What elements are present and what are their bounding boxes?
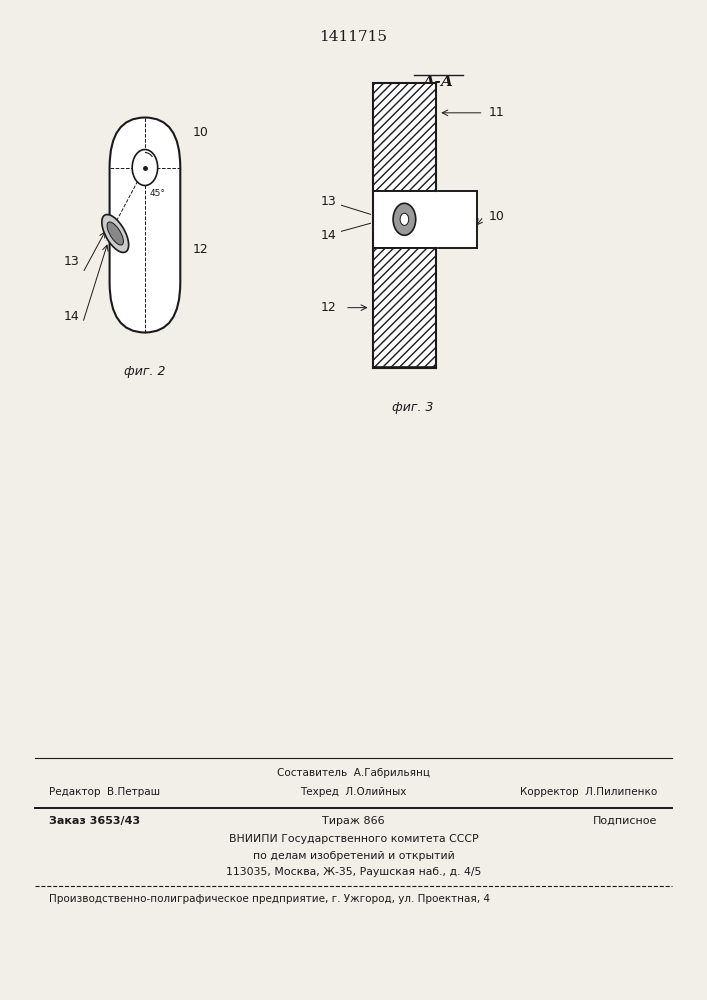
FancyBboxPatch shape <box>110 117 180 332</box>
Text: Редактор  В.Петраш: Редактор В.Петраш <box>49 787 160 797</box>
Bar <box>373 248 436 367</box>
Circle shape <box>393 203 416 235</box>
Text: 12: 12 <box>193 243 209 256</box>
Text: 14: 14 <box>320 229 336 242</box>
Text: 13: 13 <box>320 195 336 208</box>
Text: 13: 13 <box>64 255 79 268</box>
Text: 11: 11 <box>489 106 504 119</box>
Text: 14: 14 <box>64 310 79 323</box>
Text: 10: 10 <box>193 125 209 138</box>
Text: А-А: А-А <box>423 75 454 89</box>
Text: 45°: 45° <box>149 190 165 198</box>
Bar <box>373 191 436 248</box>
Circle shape <box>400 213 409 225</box>
Text: Заказ 3653/43: Заказ 3653/43 <box>49 816 141 826</box>
Text: Подписное: Подписное <box>593 816 658 826</box>
Bar <box>373 83 436 191</box>
Ellipse shape <box>107 222 124 245</box>
Text: Производственно-полиграфическое предприятие, г. Ужгород, ул. Проектная, 4: Производственно-полиграфическое предприя… <box>49 894 491 904</box>
Ellipse shape <box>102 215 129 252</box>
Bar <box>373 83 436 191</box>
Text: фиг. 2: фиг. 2 <box>124 364 165 377</box>
Text: 12: 12 <box>320 301 336 314</box>
Text: Корректор  Л.Пилипенко: Корректор Л.Пилипенко <box>520 787 658 797</box>
Circle shape <box>132 149 158 186</box>
Text: Составитель  А.Габрильянц: Составитель А.Габрильянц <box>277 768 430 778</box>
Text: 1411715: 1411715 <box>320 30 387 44</box>
Text: 113035, Москва, Ж-35, Раушская наб., д. 4/5: 113035, Москва, Ж-35, Раушская наб., д. … <box>226 867 481 877</box>
Text: Техред  Л.Олийных: Техред Л.Олийных <box>300 787 407 797</box>
Text: 10: 10 <box>489 210 504 223</box>
Bar <box>373 248 436 367</box>
Text: ВНИИПИ Государственного комитета СССР: ВНИИПИ Государственного комитета СССР <box>228 834 479 844</box>
Text: по делам изобретений и открытий: по делам изобретений и открытий <box>252 851 455 861</box>
Bar <box>436 191 477 248</box>
Text: Тираж 866: Тираж 866 <box>322 816 385 826</box>
Text: фиг. 3: фиг. 3 <box>392 400 433 414</box>
